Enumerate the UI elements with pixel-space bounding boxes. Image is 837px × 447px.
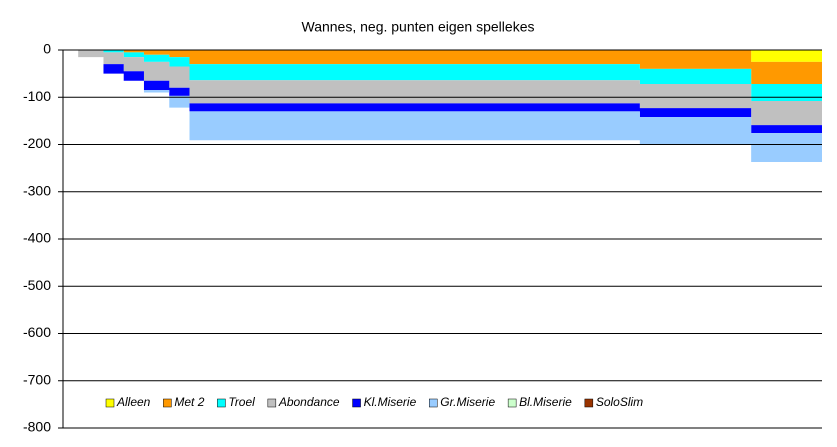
legend-swatch [429, 398, 438, 408]
y-tick-label: -500 [23, 277, 51, 293]
y-tick-label: -300 [23, 182, 51, 198]
legend-label: Troel [228, 395, 255, 409]
area [63, 50, 822, 126]
legend-swatch [352, 398, 361, 408]
y-tick-label: -200 [23, 135, 51, 151]
legend-label: Alleen [116, 395, 151, 409]
legend-swatch [507, 398, 517, 408]
legend-swatch [267, 398, 277, 408]
legend-label: Met 2 [174, 395, 204, 409]
legend-label: Gr.Miserie [440, 395, 495, 409]
legend-label: SoloSlim [596, 395, 643, 409]
area [63, 50, 822, 102]
y-tick-label: -600 [23, 324, 51, 340]
chart-title: Wannes, neg. punten eigen spellekes [302, 19, 535, 35]
legend-swatch [163, 398, 172, 408]
y-tick-label: -100 [23, 88, 51, 104]
area [63, 50, 822, 162]
legend-label: Kl.Miserie [364, 395, 417, 409]
legend-swatch [105, 398, 115, 408]
area [63, 50, 822, 85]
y-tick-label: -400 [23, 230, 51, 246]
legend-label: Bl.Miserie [519, 395, 572, 409]
legend-swatch [584, 398, 594, 408]
y-tick-label: -800 [23, 419, 51, 435]
legend-swatch [217, 398, 226, 408]
legend-label: Abondance [278, 395, 340, 409]
y-tick-label: -700 [23, 371, 51, 387]
y-tick-label: 0 [43, 41, 51, 57]
